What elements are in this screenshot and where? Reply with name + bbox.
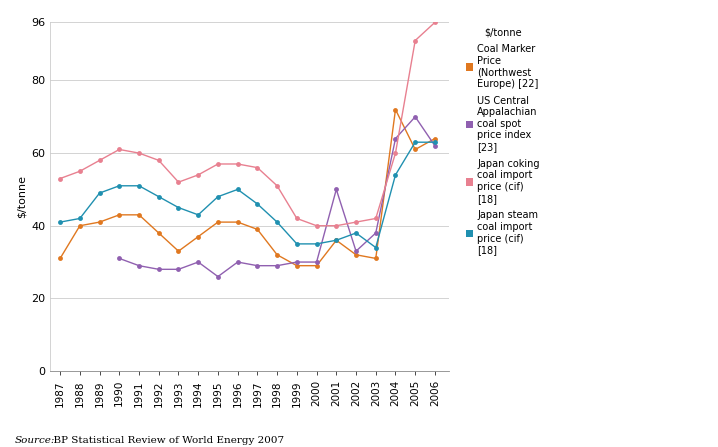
- Text: BP Statistical Review of World Energy 2007: BP Statistical Review of World Energy 20…: [47, 436, 284, 445]
- Y-axis label: $/tonne: $/tonne: [17, 175, 27, 218]
- Text: Source:: Source:: [14, 436, 55, 445]
- Legend: Coal Marker
Price
(Northwest
Europe) [22], US Central
Appalachian
coal spot
pric: Coal Marker Price (Northwest Europe) [22…: [465, 27, 540, 255]
